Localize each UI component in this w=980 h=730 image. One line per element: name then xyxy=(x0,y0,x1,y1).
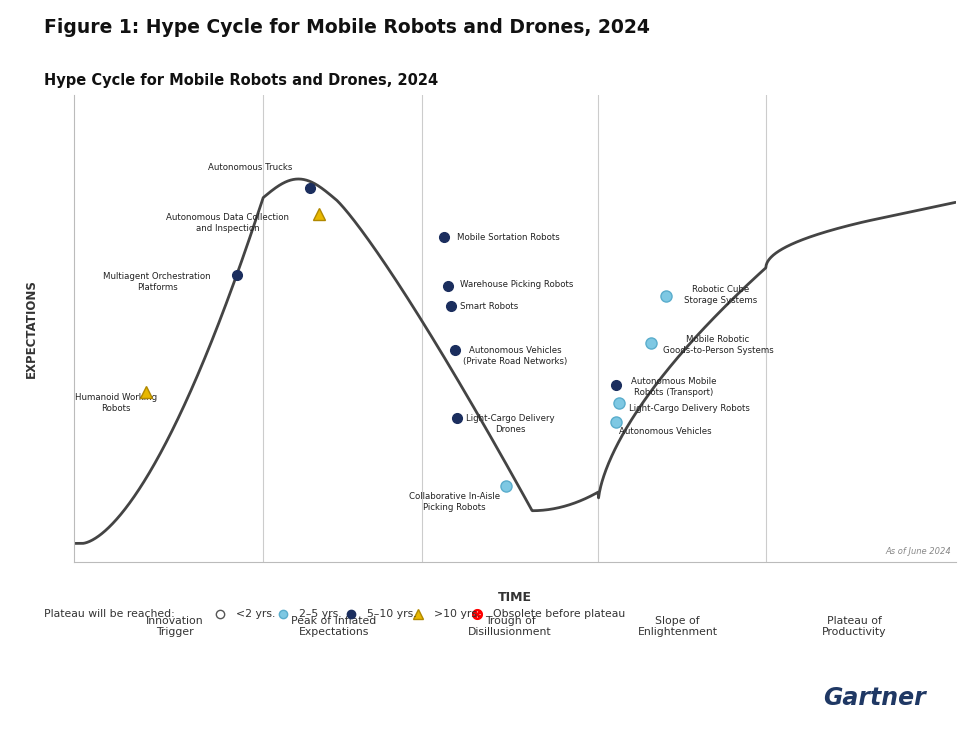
Text: As of June 2024: As of June 2024 xyxy=(885,548,951,556)
Text: Trough of
Disillusionment: Trough of Disillusionment xyxy=(468,616,552,637)
Text: Light-Cargo Delivery
Drones: Light-Cargo Delivery Drones xyxy=(466,414,555,434)
Text: TIME: TIME xyxy=(498,591,531,604)
Text: Robotic Cube
Storage Systems: Robotic Cube Storage Systems xyxy=(684,285,758,305)
Text: Mobile Sortation Robots: Mobile Sortation Robots xyxy=(457,233,560,242)
Text: Autonomous Data Collection
and Inspection: Autonomous Data Collection and Inspectio… xyxy=(167,213,289,234)
Text: Gartner: Gartner xyxy=(823,685,926,710)
Text: Warehouse Picking Robots: Warehouse Picking Robots xyxy=(460,280,573,288)
Text: Collaborative In-Aisle
Picking Robots: Collaborative In-Aisle Picking Robots xyxy=(409,492,500,512)
Text: Mobile Robotic
Goods-to-Person Systems: Mobile Robotic Goods-to-Person Systems xyxy=(662,335,773,355)
Text: <2 yrs.: <2 yrs. xyxy=(236,609,275,619)
Text: EXPECTATIONS: EXPECTATIONS xyxy=(24,279,37,378)
Text: Light-Cargo Delivery Robots: Light-Cargo Delivery Robots xyxy=(629,404,750,413)
Text: Innovation
Trigger: Innovation Trigger xyxy=(146,616,204,637)
Text: Smart Robots: Smart Robots xyxy=(460,301,518,310)
Text: Humanoid Working
Robots: Humanoid Working Robots xyxy=(74,393,157,413)
Text: Obsolete before plateau: Obsolete before plateau xyxy=(493,609,625,619)
Text: Peak of Inflated
Expectations: Peak of Inflated Expectations xyxy=(291,616,376,637)
Text: Autonomous Vehicles
(Private Road Networks): Autonomous Vehicles (Private Road Networ… xyxy=(464,345,567,366)
Text: Autonomous Mobile
Robots (Transport): Autonomous Mobile Robots (Transport) xyxy=(631,377,716,397)
Text: 5–10 yrs.: 5–10 yrs. xyxy=(367,609,416,619)
Text: Multiagent Orchestration
Platforms: Multiagent Orchestration Platforms xyxy=(104,272,211,292)
Text: Hype Cycle for Mobile Robots and Drones, 2024: Hype Cycle for Mobile Robots and Drones,… xyxy=(44,73,438,88)
Text: Figure 1: Hype Cycle for Mobile Robots and Drones, 2024: Figure 1: Hype Cycle for Mobile Robots a… xyxy=(44,18,650,37)
Text: Autonomous Vehicles: Autonomous Vehicles xyxy=(618,427,711,436)
Text: >10 yrs.: >10 yrs. xyxy=(434,609,481,619)
Text: Slope of
Enlightenment: Slope of Enlightenment xyxy=(638,616,717,637)
Text: Plateau of
Productivity: Plateau of Productivity xyxy=(822,616,886,637)
Text: Autonomous Trucks: Autonomous Trucks xyxy=(208,163,292,172)
Text: Plateau will be reached:: Plateau will be reached: xyxy=(44,609,174,619)
Text: 2–5 yrs.: 2–5 yrs. xyxy=(299,609,342,619)
